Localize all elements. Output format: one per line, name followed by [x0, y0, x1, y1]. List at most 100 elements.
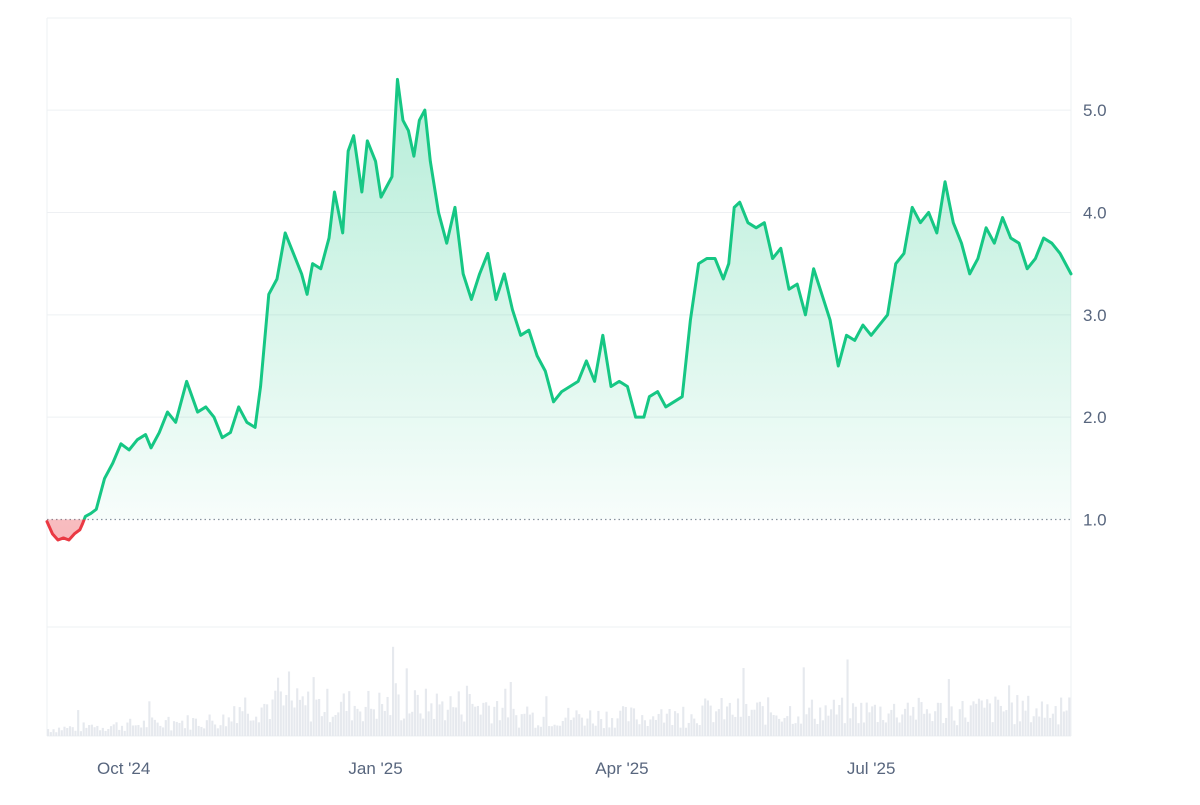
volume-bar: [966, 721, 970, 736]
volume-bar: [175, 721, 178, 736]
volume-bar: [632, 708, 636, 736]
volume-bar: [969, 705, 972, 736]
volume-bar: [378, 692, 381, 736]
data-point: [81, 522, 83, 524]
volume-bar: [189, 729, 192, 736]
data-point: [1034, 257, 1036, 259]
data-point: [812, 268, 814, 270]
volume-bar: [408, 713, 411, 736]
data-point: [391, 175, 393, 177]
volume-bar: [761, 706, 764, 736]
area-fill-above-baseline: [84, 79, 1071, 520]
volume-bar: [956, 725, 959, 736]
volume-bar: [134, 725, 137, 736]
data-point: [407, 129, 409, 131]
data-point: [276, 278, 278, 280]
volume-bar: [613, 727, 616, 736]
volume-bar: [298, 699, 302, 736]
data-point: [1026, 268, 1028, 270]
volume-bar: [441, 701, 444, 736]
volume-bar: [131, 725, 135, 736]
volume-bar: [509, 681, 512, 736]
volume-bar: [101, 727, 104, 736]
volume-bar: [1054, 706, 1057, 736]
volume-bar: [945, 717, 948, 736]
data-point: [418, 119, 420, 121]
volume-bar: [857, 723, 860, 736]
data-point: [519, 334, 521, 336]
volume-bar: [211, 720, 214, 736]
data-point: [259, 385, 261, 387]
data-point: [927, 211, 929, 213]
volume-bar: [797, 716, 800, 736]
volume-bar: [285, 695, 288, 736]
volume-bar: [411, 711, 414, 736]
volume-bar: [975, 703, 978, 736]
volume-bar: [504, 688, 507, 736]
data-point: [68, 539, 70, 541]
volume-bar: [142, 720, 145, 736]
volume-bar: [879, 706, 882, 736]
volume-bar: [153, 719, 156, 736]
data-point: [634, 416, 636, 418]
data-point: [84, 515, 86, 517]
volume-bar: [775, 715, 778, 736]
data-point: [804, 314, 806, 316]
data-point: [144, 433, 146, 435]
volume-bar: [712, 722, 715, 736]
volume-bar: [77, 710, 80, 736]
volume-bar: [104, 730, 107, 736]
volume-bar: [394, 683, 397, 736]
data-point: [333, 191, 335, 193]
volume-bar: [564, 717, 567, 736]
volume-bar: [747, 715, 751, 736]
volume-bar: [731, 714, 734, 736]
volume-bar: [665, 713, 668, 736]
volume-bar: [255, 716, 258, 736]
volume-bar: [778, 718, 781, 736]
volume-bar: [767, 697, 770, 736]
volume-bar: [364, 706, 367, 736]
volume-bar: [687, 722, 690, 736]
volume-bar: [835, 714, 838, 736]
data-point: [342, 232, 344, 234]
volume-bar: [192, 718, 195, 736]
volume-bar: [85, 727, 88, 736]
volume-bar: [88, 725, 91, 736]
volume-bar: [49, 732, 52, 736]
data-point: [697, 262, 699, 264]
data-point: [821, 293, 823, 295]
data-point: [837, 365, 839, 367]
data-point: [952, 222, 954, 224]
data-point: [895, 262, 897, 264]
volume-bar: [252, 720, 255, 736]
data-point: [90, 512, 92, 514]
x-tick-label-3: Jul '25: [847, 759, 896, 778]
data-point: [747, 222, 749, 224]
volume-bar: [350, 720, 354, 736]
data-point: [528, 329, 530, 331]
volume-bar: [329, 722, 332, 736]
volume-bar: [63, 726, 66, 736]
volume-bar: [1024, 710, 1027, 736]
price-line-above-baseline: [82, 77, 1073, 520]
volume-bar: [723, 719, 726, 736]
data-point: [503, 273, 505, 275]
volume-bar: [947, 679, 950, 736]
volume-bar: [506, 717, 510, 736]
volume-bar: [372, 709, 375, 736]
volume-bar: [832, 699, 835, 736]
volume-bar: [802, 667, 805, 736]
volume-bar: [381, 704, 384, 736]
volume-bar: [838, 704, 841, 736]
volume-bar: [728, 702, 731, 736]
volume-bar: [627, 721, 630, 736]
volume-bar: [353, 705, 356, 736]
data-point: [1059, 252, 1061, 254]
volume-bar: [167, 716, 170, 736]
data-point: [681, 396, 683, 398]
data-point: [46, 520, 48, 522]
volume-bar: [578, 714, 581, 736]
volume-bar: [1008, 685, 1011, 736]
